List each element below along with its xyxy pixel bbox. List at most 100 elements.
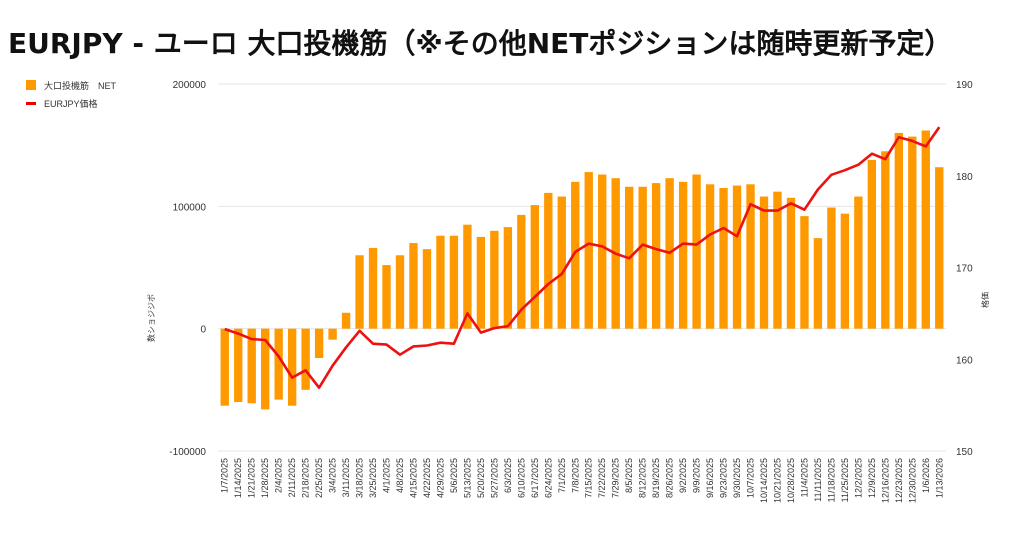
x-tick-label: 4/15/2025 xyxy=(409,458,419,498)
x-tick-label: 3/25/2025 xyxy=(368,458,378,498)
x-tick-label: 6/24/2025 xyxy=(543,458,553,498)
x-tick-label: 2/18/2025 xyxy=(301,458,311,498)
legend-line-swatch xyxy=(26,101,36,105)
legend-item-line: EURJPY価格 xyxy=(26,94,116,112)
x-tick-label: 11/25/2025 xyxy=(840,458,850,502)
x-tick-label: 7/8/2025 xyxy=(570,458,580,493)
x-tick-label: 2/11/2025 xyxy=(287,458,297,497)
bar xyxy=(935,167,944,329)
x-tick-label: 9/23/2025 xyxy=(719,458,729,498)
bar xyxy=(409,243,418,329)
legend-bar-swatch xyxy=(26,80,36,90)
x-tick-label: 3/4/2025 xyxy=(328,458,338,493)
x-tick-label: 12/16/2025 xyxy=(880,458,890,503)
bar xyxy=(503,227,513,329)
x-tick-label: 6/3/2025 xyxy=(503,458,513,493)
x-tick-label: 1/28/2025 xyxy=(260,458,270,498)
bar xyxy=(719,187,728,329)
x-tick-label: 2/25/2025 xyxy=(314,458,324,498)
x-tick-label: 1/7/2025 xyxy=(220,458,230,493)
right-axis-ticks: 150 160 170 180 190 xyxy=(956,80,973,458)
bar xyxy=(368,247,378,329)
gridlines xyxy=(218,83,946,452)
x-tick-label: 7/22/2025 xyxy=(597,458,607,498)
x-tick-label: 12/9/2025 xyxy=(867,458,877,498)
bar xyxy=(341,312,351,329)
bar xyxy=(813,238,823,329)
bar xyxy=(867,159,877,329)
bar xyxy=(395,255,405,329)
bar xyxy=(530,205,539,329)
line-series xyxy=(224,126,941,390)
x-tick-label: 2/4/2025 xyxy=(274,458,284,493)
x-tick-label: 12/30/2025 xyxy=(907,458,917,503)
bar xyxy=(678,181,688,329)
x-tick-label: 8/19/2025 xyxy=(651,458,661,498)
x-tick-label: 1/14/2025 xyxy=(233,458,243,498)
bar xyxy=(584,172,593,329)
bar xyxy=(800,216,809,329)
x-tick-label: 11/11/2025 xyxy=(813,458,823,502)
bar xyxy=(463,224,472,329)
x-tick-label: 1/13/2026 xyxy=(934,458,944,498)
bar xyxy=(247,328,256,404)
bar xyxy=(598,174,607,329)
x-axis-ticks: 1/7/2025 1/14/2025 1/21/2025 1/28/2025 2/4/2… xyxy=(220,458,945,503)
x-tick-label: 1/6/2026 xyxy=(921,458,931,493)
bar xyxy=(449,235,459,329)
bar xyxy=(314,328,324,359)
x-tick-label: 5/20/2025 xyxy=(476,458,486,498)
x-tick-label: 9/16/2025 xyxy=(705,458,715,498)
right-tick-label: 150 xyxy=(956,447,973,458)
right-axis-label: 格価 xyxy=(980,292,990,308)
x-tick-label: 4/1/2025 xyxy=(382,458,392,493)
bar xyxy=(220,328,229,406)
bar xyxy=(234,328,243,403)
bar xyxy=(355,255,364,329)
bar xyxy=(476,236,486,329)
bar xyxy=(746,184,755,329)
left-axis-label: 数ショジジボ xyxy=(146,294,156,342)
x-tick-label: 5/27/2025 xyxy=(489,458,499,498)
bar xyxy=(732,185,742,329)
right-tick-label: 160 xyxy=(956,355,973,366)
x-tick-label: 3/18/2025 xyxy=(355,458,365,498)
x-tick-label: 4/8/2025 xyxy=(395,458,405,493)
legend: 大口投機筋 NET EURJPY価格 xyxy=(26,76,116,112)
bar xyxy=(908,136,917,329)
x-tick-label: 5/6/2025 xyxy=(449,458,459,493)
bar xyxy=(571,181,580,329)
legend-item-bar: 大口投機筋 NET xyxy=(26,76,116,94)
x-tick-label: 1/21/2025 xyxy=(247,458,257,498)
bar xyxy=(301,328,310,390)
x-tick-label: 9/2/2025 xyxy=(678,458,688,493)
x-tick-label: 6/17/2025 xyxy=(530,458,540,498)
right-tick-label: 170 xyxy=(956,264,973,275)
bar-series xyxy=(220,130,944,410)
left-tick-label: -100000 xyxy=(169,447,206,458)
bar xyxy=(881,151,890,329)
bar xyxy=(705,184,715,329)
bar xyxy=(490,230,499,329)
bar xyxy=(328,328,337,340)
x-tick-label: 6/10/2025 xyxy=(516,458,526,498)
bar xyxy=(827,207,836,329)
x-tick-label: 8/12/2025 xyxy=(638,458,648,498)
left-axis-ticks: -100000 0 100000 200000 xyxy=(169,80,206,458)
bar xyxy=(840,213,850,329)
bar xyxy=(517,214,526,329)
x-tick-label: 7/29/2025 xyxy=(611,458,621,498)
x-tick-label: 12/23/2025 xyxy=(894,458,904,503)
x-tick-label: 8/26/2025 xyxy=(665,458,675,498)
x-tick-label: 7/1/2025 xyxy=(557,458,567,493)
legend-line-label: EURJPY価格 xyxy=(44,98,98,109)
x-tick-label: 9/30/2025 xyxy=(732,458,742,498)
right-tick-label: 190 xyxy=(956,80,973,91)
x-tick-label: 11/18/2025 xyxy=(826,458,836,502)
legend-bar-label: 大口投機筋 NET xyxy=(44,80,117,91)
x-tick-label: 5/13/2025 xyxy=(462,458,472,498)
bar xyxy=(544,192,553,329)
x-tick-label: 4/29/2025 xyxy=(435,458,445,498)
x-tick-label: 11/4/2025 xyxy=(799,458,809,497)
right-tick-label: 180 xyxy=(956,172,973,183)
